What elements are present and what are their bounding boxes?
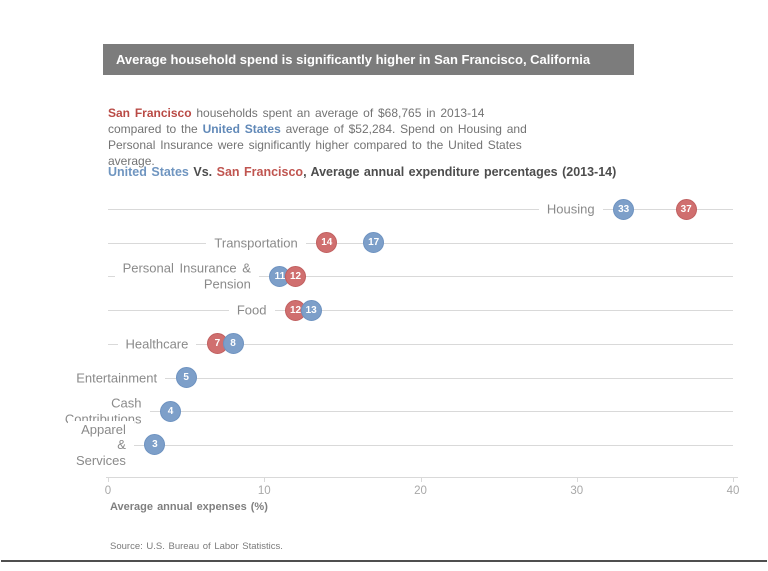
x-axis-tick-label: 40 [726,485,740,497]
category-label: Entertainment [68,368,166,387]
category-label: Food [228,301,275,319]
united-states-dot: 13 [300,299,322,321]
legend-san-francisco: San Francisco [216,165,304,179]
intro-paragraph: San Francisco households spent an averag… [108,106,532,170]
category-label: Transportation [206,234,306,252]
intro-san-francisco-label: San Francisco [108,106,192,120]
category-row: Apparel & Services 3 [68,420,733,469]
x-axis-tick-mark [733,477,734,482]
row-grid-line [108,276,733,278]
intro-united-states-label: United States [202,121,281,136]
x-axis-tick-label: 0 [104,485,112,497]
san-francisco-dot: 37 [675,198,697,220]
united-states-dot: 8 [222,333,244,355]
category-label: Personal Insurance & Pension [114,260,259,293]
source-note: Source: U.S. Bureau of Labor Statistics. [110,541,283,552]
category-row: Personal Insurance & Pension 11 12 [108,259,733,293]
dot-plot: Housing 33 37 Transportation 14 17 Personal In… [56,192,733,469]
category-label: Housing [538,200,603,218]
x-axis-tick-label: 10 [257,485,271,497]
united-states-dot: 5 [175,367,197,388]
row-grid-line [108,444,733,446]
slide-bottom-edge [1,560,767,562]
san-francisco-dot: 14 [316,232,338,254]
category-row: Housing 33 37 [108,192,733,226]
x-axis-tick-mark [576,477,578,482]
category-row: Food 12 13 [108,293,733,327]
legend-united-states: United States [108,165,189,179]
san-francisco-dot: 12 [285,265,306,287]
category-row: Entertainment 5 [68,361,733,395]
united-states-dot: 17 [363,232,385,254]
category-row: Cash Contributions 4 [56,394,733,428]
chart-title-vs: Vs. [188,165,217,179]
chart-title-rest: , Average annual expenditure percentages… [303,165,617,179]
row-grid-line [108,411,733,413]
x-axis-line [106,477,738,478]
intro-text-1: households spent an average of $68,765 i… [108,106,485,136]
title-bar: Average household spend is significantly… [103,44,634,75]
united-states-dot: 3 [144,434,166,456]
san-francisco-dot: 12 [285,299,306,321]
category-row: Healthcare 7 8 [108,327,733,361]
x-axis-title: Average annual expenses (%) [110,501,268,513]
row-grid-line [108,310,733,312]
category-label: Healthcare [117,335,197,353]
x-axis-tick-mark [264,477,266,482]
chart-title: United States Vs. San Francisco, Average… [108,165,616,179]
row-grid-line [108,209,733,210]
x-axis-tick-label: 30 [570,485,584,497]
row-grid-line [108,377,733,379]
united-states-dot: 33 [613,198,635,220]
x-axis-tick-mark [420,477,422,482]
page-title: Average household spend is significantly… [116,52,591,67]
x-axis-tick-mark [108,477,109,482]
row-grid-line [108,242,733,244]
row-grid-line [108,343,733,345]
x-axis-tick-label: 20 [414,485,427,497]
intro-text-2: average of $52,284. Spend on Housing and… [108,121,527,168]
category-label: Apparel & Services [68,420,134,469]
category-row: Transportation 14 17 [108,226,733,260]
united-states-dot: 4 [160,400,181,422]
